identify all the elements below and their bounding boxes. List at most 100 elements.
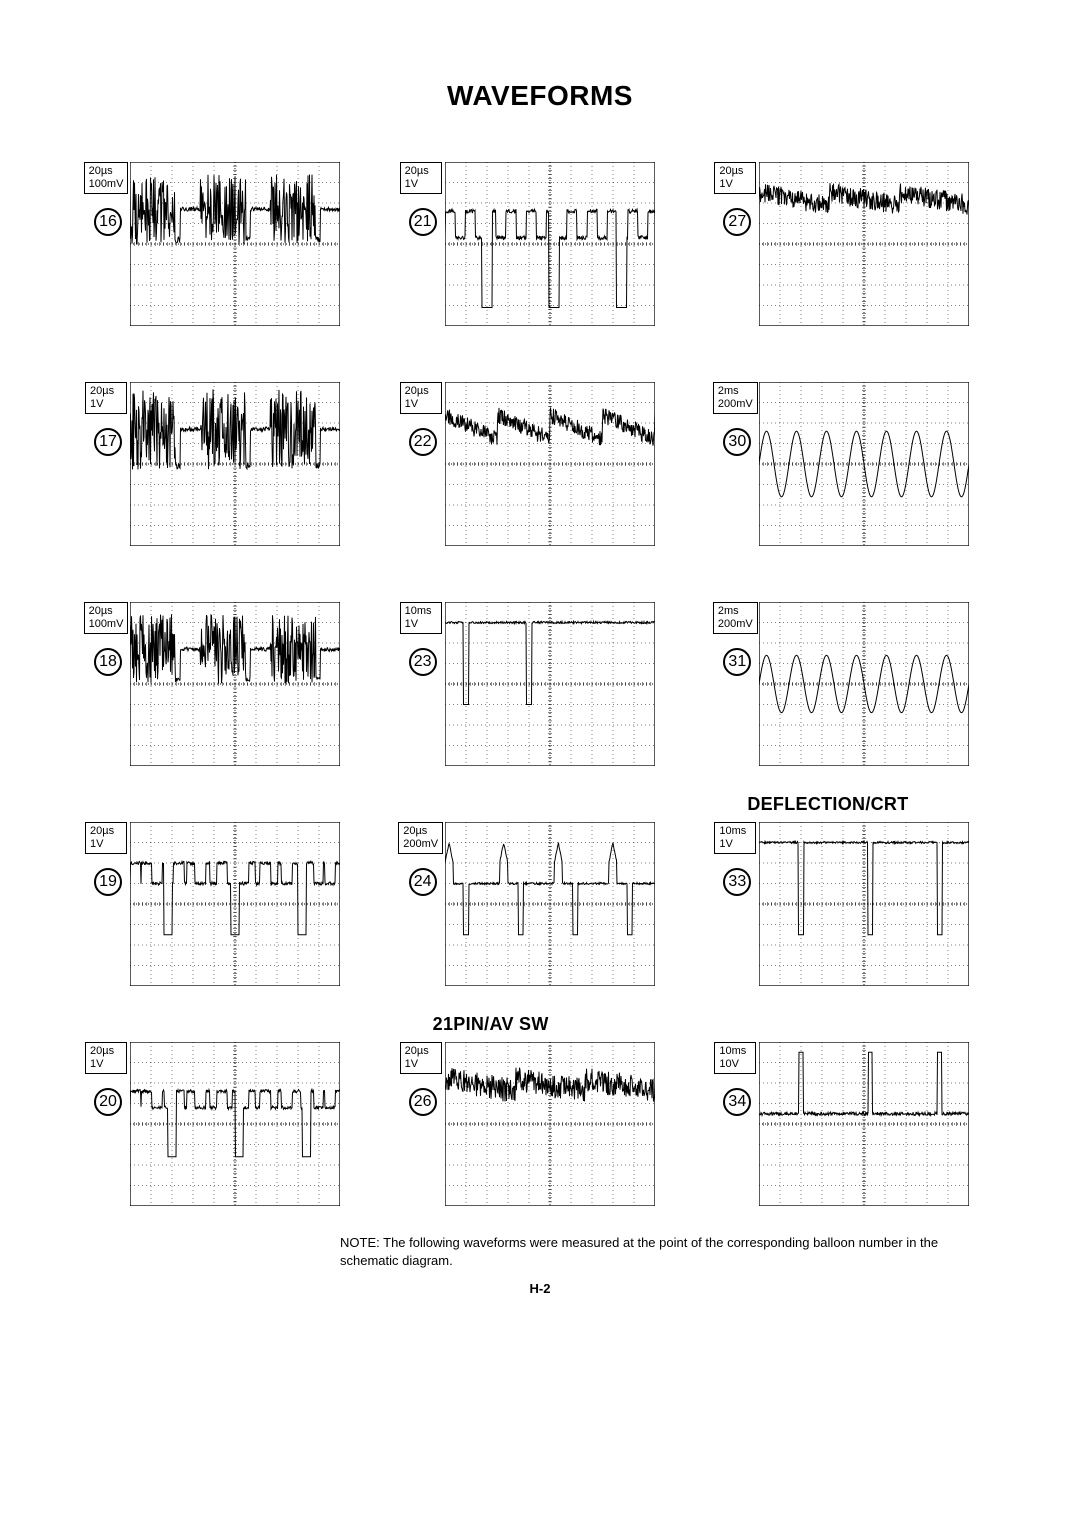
waveform-cell-31: 2ms 200mV 31 — [719, 602, 990, 766]
volt-div-label: 100mV — [89, 618, 124, 631]
scope-svg — [130, 162, 340, 326]
balloon-number: 20 — [94, 1088, 122, 1116]
scale-box: 10ms 10V — [714, 1042, 756, 1074]
oscilloscope-display — [130, 822, 361, 986]
balloon-number: 26 — [409, 1088, 437, 1116]
waveform-cell-24: 20µs 200mV 24 — [405, 822, 676, 986]
oscilloscope-display — [130, 602, 361, 766]
scope-svg — [759, 602, 969, 766]
volt-div-label: 200mV — [718, 618, 753, 631]
scale-box: 20µs 1V — [714, 162, 756, 194]
balloon-number: 24 — [409, 868, 437, 896]
oscilloscope-display — [130, 1042, 361, 1206]
waveform-cell-30: 2ms 200mV 30 — [719, 382, 990, 546]
scope-svg — [130, 602, 340, 766]
note-text: The following waveforms were measured at… — [340, 1235, 938, 1268]
scale-box: 10ms 1V — [400, 602, 442, 634]
balloon-number: 18 — [94, 648, 122, 676]
oscilloscope-display — [445, 1042, 676, 1206]
balloon-number: 17 — [94, 428, 122, 456]
balloon-number: 31 — [723, 648, 751, 676]
time-div-label: 10ms — [719, 1045, 751, 1058]
scale-box: 20µs 1V — [400, 382, 442, 414]
oscilloscope-display — [759, 382, 990, 546]
oscilloscope-display — [130, 382, 361, 546]
page-title: WAVEFORMS — [90, 80, 990, 112]
scale-box: 20µs 1V — [85, 382, 127, 414]
section-heading-deflection_crt: DEFLECTION/CRT — [747, 794, 908, 815]
scale-box: 10ms 1V — [714, 822, 756, 854]
oscilloscope-display — [445, 162, 676, 326]
oscilloscope-display — [759, 822, 990, 986]
scale-box: 2ms 200mV — [713, 382, 758, 414]
scope-svg — [445, 162, 655, 326]
balloon-number: 22 — [409, 428, 437, 456]
oscilloscope-display — [759, 162, 990, 326]
volt-div-label: 1V — [719, 838, 751, 851]
scale-box: 20µs 1V — [85, 1042, 127, 1074]
scale-box: 20µs 200mV — [398, 822, 443, 854]
scope-svg — [445, 822, 655, 986]
section-heading-pin_av_sw: 21PIN/AV SW — [433, 1014, 549, 1035]
volt-div-label: 1V — [719, 178, 751, 191]
scale-box: 20µs 1V — [85, 822, 127, 854]
scale-box: 20µs 100mV — [84, 162, 129, 194]
waveform-grid: 20µs 100mV 16 20µs 1V 21 — [90, 162, 990, 1206]
scope-svg — [759, 162, 969, 326]
time-div-label: 20µs — [89, 605, 124, 618]
time-div-label: 20µs — [719, 165, 751, 178]
time-div-label: 10ms — [719, 825, 751, 838]
time-div-label: 20µs — [90, 385, 122, 398]
balloon-number: 34 — [723, 1088, 751, 1116]
scope-svg — [445, 602, 655, 766]
waveform-cell-27: 20µs 1V 27 — [719, 162, 990, 326]
scope-svg — [445, 382, 655, 546]
scope-svg — [130, 1042, 340, 1206]
waveform-cell-20: 20µs 1V 20 — [90, 1042, 361, 1206]
waveform-cell-33: DEFLECTION/CRT 10ms 1V 33 — [719, 822, 990, 986]
waveform-cell-21: 20µs 1V 21 — [405, 162, 676, 326]
balloon-number: 27 — [723, 208, 751, 236]
waveform-cell-16: 20µs 100mV 16 — [90, 162, 361, 326]
time-div-label: 20µs — [89, 165, 124, 178]
balloon-number: 23 — [409, 648, 437, 676]
balloon-number: 16 — [94, 208, 122, 236]
footnote: NOTE: The following waveforms were measu… — [340, 1234, 990, 1269]
scope-svg — [130, 382, 340, 546]
balloon-number: 30 — [723, 428, 751, 456]
volt-div-label: 1V — [405, 398, 437, 411]
volt-div-label: 1V — [90, 1058, 122, 1071]
page-number: H-2 — [90, 1281, 990, 1296]
scope-svg — [445, 1042, 655, 1206]
volt-div-label: 200mV — [718, 398, 753, 411]
note-label: NOTE: — [340, 1235, 380, 1250]
volt-div-label: 10V — [719, 1058, 751, 1071]
volt-div-label: 200mV — [403, 838, 438, 851]
oscilloscope-display — [445, 382, 676, 546]
time-div-label: 20µs — [405, 1045, 437, 1058]
volt-div-label: 100mV — [89, 178, 124, 191]
volt-div-label: 1V — [90, 398, 122, 411]
waveform-cell-34: 10ms 10V 34 — [719, 1042, 990, 1206]
time-div-label: 2ms — [718, 385, 753, 398]
oscilloscope-display — [759, 602, 990, 766]
time-div-label: 20µs — [90, 825, 122, 838]
scale-box: 20µs 1V — [400, 162, 442, 194]
time-div-label: 2ms — [718, 605, 753, 618]
balloon-number: 33 — [723, 868, 751, 896]
waveform-cell-18: 20µs 100mV 18 — [90, 602, 361, 766]
waveform-cell-23: 10ms 1V 23 — [405, 602, 676, 766]
scale-box: 20µs 1V — [400, 1042, 442, 1074]
waveform-cell-17: 20µs 1V 17 — [90, 382, 361, 546]
scale-box: 20µs 100mV — [84, 602, 129, 634]
time-div-label: 20µs — [405, 385, 437, 398]
oscilloscope-display — [759, 1042, 990, 1206]
balloon-number: 19 — [94, 868, 122, 896]
oscilloscope-display — [445, 602, 676, 766]
volt-div-label: 1V — [405, 178, 437, 191]
time-div-label: 20µs — [405, 165, 437, 178]
time-div-label: 10ms — [405, 605, 437, 618]
time-div-label: 20µs — [90, 1045, 122, 1058]
volt-div-label: 1V — [405, 1058, 437, 1071]
scale-box: 2ms 200mV — [713, 602, 758, 634]
